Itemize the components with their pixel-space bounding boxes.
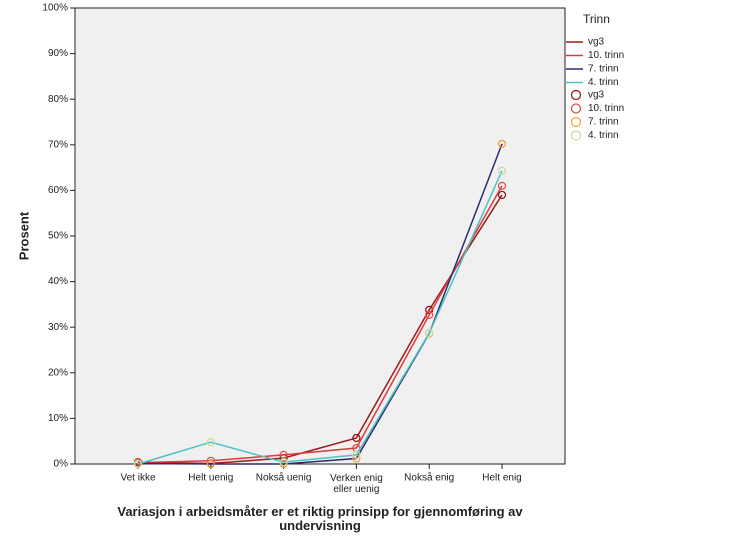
legend-label: 4. trinn <box>588 77 619 88</box>
marker <box>425 329 434 338</box>
legend-label: 7. trinn <box>588 64 619 75</box>
plot-area <box>74 7 566 465</box>
y-tick-label: 100% <box>42 3 68 14</box>
x-axis-title: Variasjon i arbeidsmåter er et riktig pr… <box>117 504 523 533</box>
legend-marker <box>570 89 582 101</box>
legend-marker <box>570 103 582 114</box>
legend-label: vg3 <box>588 37 605 48</box>
x-tick-label: Vet ikke <box>120 473 155 484</box>
y-tick-label: 30% <box>48 322 68 333</box>
y-tick-label: 90% <box>48 48 68 59</box>
legend-marker <box>570 116 582 128</box>
y-tick-label: 10% <box>48 413 68 424</box>
legend-label: 4. trinn <box>588 130 619 141</box>
x-tick-label: Nokså uenig <box>256 472 312 484</box>
marker <box>425 310 434 319</box>
marker <box>279 458 288 467</box>
marker <box>497 139 507 148</box>
x-tick-label: Verken enig eller uenig <box>330 473 383 495</box>
y-tick-label: 20% <box>48 367 68 378</box>
marker <box>352 450 361 459</box>
marker <box>352 433 361 443</box>
legend-title: Trinn <box>583 12 610 26</box>
y-tick-label: 0% <box>54 459 69 470</box>
marker <box>497 181 507 190</box>
legend-label: vg3 <box>588 90 605 101</box>
legend-marker <box>570 130 582 141</box>
y-tick-label: 60% <box>48 185 68 196</box>
series-line <box>137 170 503 465</box>
x-tick-label: Nokså enig <box>404 472 454 484</box>
marker <box>497 190 507 200</box>
x-tick-label: Helt enig <box>482 473 521 484</box>
legend-label: 10. trinn <box>588 50 624 61</box>
x-tick-label: Helt uenig <box>188 473 233 484</box>
y-axis-title: Prosent <box>16 211 31 260</box>
legend-label: 7. trinn <box>588 117 619 128</box>
series-line <box>137 185 503 464</box>
marker <box>133 459 143 469</box>
series-line <box>137 143 503 465</box>
y-tick-label: 50% <box>48 231 68 242</box>
marker <box>206 459 215 469</box>
marker <box>206 438 215 447</box>
y-tick-label: 70% <box>48 139 68 150</box>
y-tick-label: 40% <box>48 276 68 287</box>
legend-label: 10. trinn <box>588 103 624 114</box>
marker <box>497 166 507 175</box>
y-tick-label: 80% <box>48 94 68 105</box>
